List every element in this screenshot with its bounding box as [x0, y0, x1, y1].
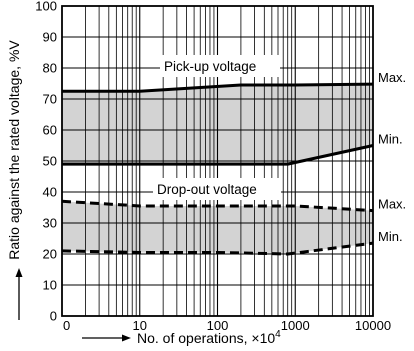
x-axis-label-exponent: 4	[275, 329, 281, 340]
pickup-min-line	[62, 144, 374, 166]
x-tick-label: 0	[63, 318, 70, 333]
y-tick-label: 90	[43, 30, 57, 45]
y-tick-label: 80	[43, 61, 57, 76]
series-end-label: Max.	[378, 197, 406, 212]
y-tick-label: 40	[43, 185, 57, 200]
y-tick-label: 50	[43, 154, 57, 169]
series-end-label: Min.	[378, 132, 403, 147]
y-tick-label: 0	[50, 309, 57, 324]
y-axis-label: Ratio against the rated voltage, %V	[6, 40, 22, 260]
y-tick-label: 30	[43, 216, 57, 231]
grid-layer	[62, 6, 373, 316]
x-axis-arrow-head	[122, 334, 131, 342]
pickup-voltage-label: Pick-up voltage	[164, 59, 256, 74]
dropout-min-line	[61, 241, 374, 256]
dropout-voltage-label: Drop-out voltage	[157, 182, 257, 197]
y-tick-label: 70	[43, 92, 57, 107]
y-tick-label: 60	[43, 123, 57, 138]
series-end-label: Min.	[378, 229, 403, 244]
series-layer	[61, 82, 374, 256]
y-tick-label: 10	[43, 278, 57, 293]
x-tick-label: 100	[207, 318, 229, 333]
series-end-label: Max.	[378, 70, 406, 85]
x-tick-label: 1000	[281, 318, 310, 333]
frame-layer	[61, 5, 374, 317]
labels-layer: Pick-up voltage Drop-out voltage Max. Min. M…	[6, 0, 406, 346]
y-tick-label: 100	[35, 0, 57, 14]
x-axis-label: No. of operations, ×104	[137, 329, 281, 346]
y-axis-arrow-head	[15, 268, 23, 277]
pickup-max-line	[62, 82, 374, 93]
band-label-box	[153, 178, 281, 200]
y-tick-label: 20	[43, 247, 57, 262]
band-label-box	[160, 55, 280, 77]
plot-frame	[61, 5, 374, 317]
x-tick-label: 10000	[355, 318, 391, 333]
x-tick-label: 10	[133, 318, 147, 333]
dropout-max-line	[61, 199, 374, 213]
